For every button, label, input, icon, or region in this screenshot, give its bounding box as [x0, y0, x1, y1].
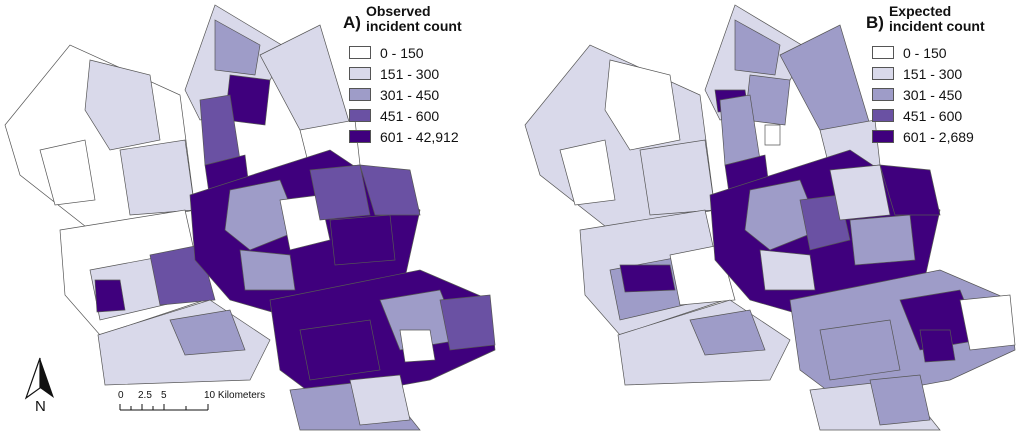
legend-swatch — [349, 88, 371, 101]
scale-bar — [119, 404, 209, 411]
legend-label: 451 - 600 — [380, 107, 440, 124]
legend-title-line2: incident count — [365, 18, 462, 34]
legend-row: 0 - 150 — [349, 42, 462, 63]
legend-row: 301 - 450 — [349, 84, 462, 105]
legend-label: 0 - 150 — [903, 44, 947, 61]
legend-expected: B) Expected incident count 0 - 150 151 -… — [866, 4, 985, 147]
legend-observed: A) Observed incident count 0 - 150 151 -… — [343, 4, 462, 147]
legend-swatch — [872, 67, 894, 80]
legend-row: 151 - 300 — [872, 63, 985, 84]
scale-tick-0: 0 — [118, 390, 124, 401]
legend-swatch — [872, 46, 894, 59]
legend-label: 151 - 300 — [903, 65, 963, 82]
panel-letter: A) — [343, 13, 361, 32]
map-b-regions — [524, 4, 1016, 431]
legend-swatch — [349, 109, 371, 122]
legend-swatch — [872, 109, 894, 122]
map-observed — [4, 4, 496, 431]
north-label: N — [35, 398, 46, 415]
legend-title-line2: incident count — [888, 18, 985, 34]
map-a-regions — [4, 4, 496, 431]
legend-label: 151 - 300 — [380, 65, 440, 82]
legend-title: Expected incident count — [889, 4, 985, 34]
scale-tick-5: 5 — [161, 390, 167, 401]
legend-label: 601 - 42,912 — [380, 128, 459, 145]
legend-swatch — [349, 67, 371, 80]
north-arrow-icon — [24, 357, 54, 400]
legend-label: 601 - 2,689 — [903, 128, 974, 145]
scale-tick-2-5: 2.5 — [138, 390, 152, 401]
legend-title: Observed incident count — [366, 4, 462, 34]
legend-row: 451 - 600 — [349, 105, 462, 126]
legend-row: 301 - 450 — [872, 84, 985, 105]
legend-swatch — [349, 130, 371, 143]
legend-swatch — [872, 88, 894, 101]
scale-tick-10-kilometers: 10 Kilometers — [204, 390, 266, 401]
legend-row: 0 - 150 — [872, 42, 985, 63]
legend-swatch — [349, 46, 371, 59]
legend-label: 0 - 150 — [380, 44, 424, 61]
legend-row: 601 - 2,689 — [872, 126, 985, 147]
legend-title-line1: Observed — [365, 3, 431, 19]
map-expected — [524, 4, 1016, 431]
legend-label: 451 - 600 — [903, 107, 963, 124]
legend-row: 151 - 300 — [349, 63, 462, 84]
legend-title-line1: Expected — [888, 3, 952, 19]
legend-label: 301 - 450 — [903, 86, 963, 103]
legend-row: 601 - 42,912 — [349, 126, 462, 147]
legend-swatch — [872, 130, 894, 143]
legend-label: 301 - 450 — [380, 86, 440, 103]
panel-letter: B) — [866, 13, 884, 32]
legend-row: 451 - 600 — [872, 105, 985, 126]
